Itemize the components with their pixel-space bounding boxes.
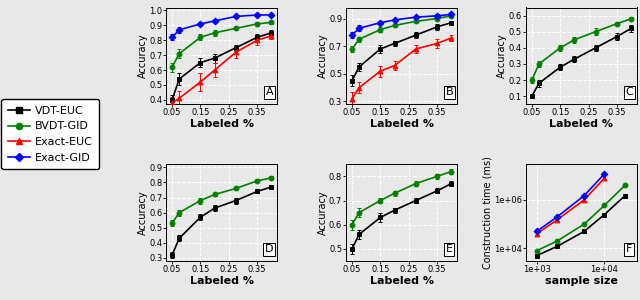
Y-axis label: Accuracy: Accuracy xyxy=(317,190,328,235)
Y-axis label: Accuracy: Accuracy xyxy=(497,34,508,78)
X-axis label: Labeled %: Labeled % xyxy=(370,276,434,286)
Y-axis label: Accuracy: Accuracy xyxy=(138,190,148,235)
X-axis label: sample size: sample size xyxy=(545,276,618,286)
X-axis label: Labeled %: Labeled % xyxy=(370,119,434,129)
Text: B: B xyxy=(445,88,453,98)
Legend: VDT-EUC, BVDT-GID, Exact-EUC, Exact-GID: VDT-EUC, BVDT-GID, Exact-EUC, Exact-GID xyxy=(1,99,99,169)
Text: A: A xyxy=(266,88,273,98)
Y-axis label: Construction time (ms): Construction time (ms) xyxy=(483,156,493,269)
X-axis label: Labeled %: Labeled % xyxy=(190,276,254,286)
Text: E: E xyxy=(445,244,452,254)
Y-axis label: Accuracy: Accuracy xyxy=(138,34,148,78)
Text: C: C xyxy=(625,88,633,98)
Y-axis label: Accuracy: Accuracy xyxy=(317,34,328,78)
Text: F: F xyxy=(626,244,632,254)
X-axis label: Labeled %: Labeled % xyxy=(190,119,254,129)
Text: D: D xyxy=(265,244,273,254)
X-axis label: Labeled %: Labeled % xyxy=(550,119,614,129)
